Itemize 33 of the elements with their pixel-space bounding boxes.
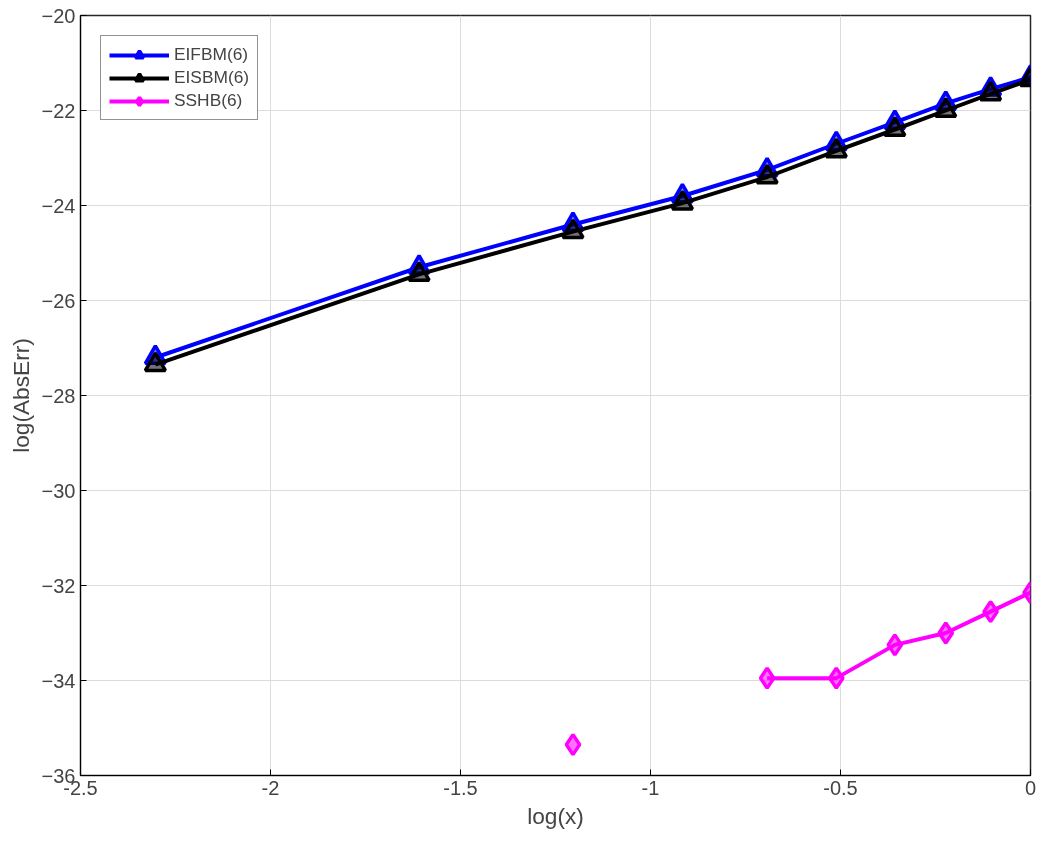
point xyxy=(978,80,1003,102)
legend-label: SSHB(6) xyxy=(174,90,243,111)
y-tick-label: −28 xyxy=(41,384,76,407)
y-tick-label: −20 xyxy=(41,4,76,27)
x-tick-label: -0.5 xyxy=(823,776,858,799)
y-tick-label: −32 xyxy=(41,574,76,597)
point xyxy=(937,621,955,645)
point xyxy=(886,633,904,657)
y-tick-label: −22 xyxy=(41,99,76,122)
point xyxy=(824,137,849,159)
y-tick-label: −34 xyxy=(41,669,76,692)
point xyxy=(758,666,776,690)
legend-label: EISBM(6) xyxy=(174,67,250,88)
y-tick-label: −30 xyxy=(41,479,76,502)
legend-label: EIFBM(6) xyxy=(174,44,249,65)
x-axis-title: log(x) xyxy=(527,802,584,829)
x-tick-label: -1.5 xyxy=(443,776,478,799)
y-axis-title: log(AbsErr) xyxy=(7,338,34,453)
x-tick-label: 0 xyxy=(1024,776,1037,799)
point xyxy=(561,218,585,240)
point xyxy=(564,732,582,757)
point xyxy=(827,666,845,690)
x-tick-label: -1 xyxy=(641,776,660,799)
point xyxy=(755,163,779,185)
x-tick-label: -2 xyxy=(261,776,280,799)
point xyxy=(143,351,168,373)
point xyxy=(407,261,431,282)
point xyxy=(883,116,907,138)
y-tick-label: −26 xyxy=(41,289,76,312)
point xyxy=(982,599,1000,624)
y-tick-label: −24 xyxy=(41,194,76,217)
point xyxy=(934,97,958,119)
point xyxy=(670,189,695,211)
